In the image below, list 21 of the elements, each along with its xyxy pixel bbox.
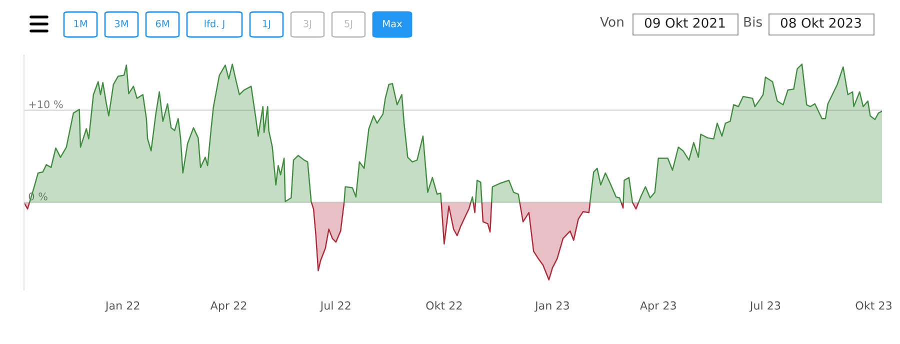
text: 1J <box>263 20 270 30</box>
text: 09 Okt 2021 <box>644 18 725 28</box>
x-tick-label: Okt 22 <box>426 301 462 310</box>
x-tick-label: Jul 23 <box>749 301 780 312</box>
text: Bis <box>744 16 762 27</box>
x-tick-label: Apr 22 <box>210 301 246 312</box>
x-tick-label: Jan 22 <box>104 301 140 312</box>
text: lfd. J <box>204 20 224 30</box>
x-tick-label: Okt 23 <box>856 301 892 310</box>
text: 08 Okt 2023 <box>780 18 861 28</box>
text: Von <box>600 17 624 27</box>
x-tick-label: Jan 23 <box>534 301 569 312</box>
text: 5J <box>344 20 352 30</box>
text: 3M <box>114 20 128 28</box>
x-tick-label: Jul 22 <box>320 301 350 312</box>
x-tick-label: Apr 23 <box>640 301 676 312</box>
text: 3J <box>304 20 312 30</box>
text: 6M <box>156 20 169 28</box>
text: Max <box>383 20 402 28</box>
text: 1M <box>74 20 87 28</box>
y-tick-label: +10 % <box>29 100 63 108</box>
